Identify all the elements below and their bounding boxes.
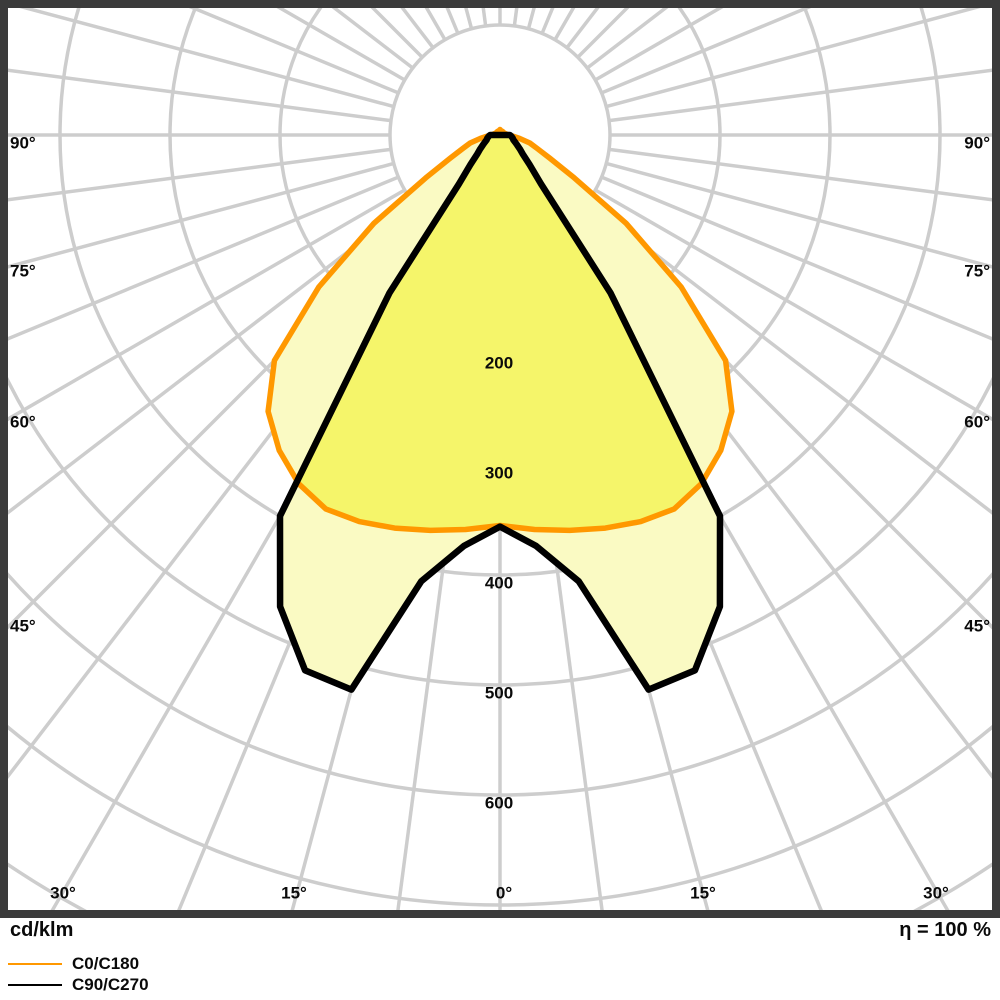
ring-label-500: 500 [485,684,513,703]
angle-label-3-45°: 45° [10,617,36,636]
c0-c180-line-swatch [8,962,62,965]
chart-frame [0,0,1000,918]
angle-label-8-30°: 30° [50,884,76,903]
curve-c90-c270 [276,131,724,693]
legend-label-c0-c180: C0/C180 [72,954,140,973]
polar-photometric-chart: 200 300 400 500 600 90° 75° 60° 45° 90° 75° 60° 45° 3… [0,0,1000,918]
angle-label-0-90°: 90° [10,134,36,153]
ring-label-600: 600 [485,794,513,813]
c90-c270-line-swatch [8,983,62,986]
efficiency-label: η = 100 % [899,919,991,941]
angle-label-2-60°: 60° [10,413,36,432]
angle-labels: 90° 75° 60° 45° 90° 75° 60° 45° 30° 15° 0° 15° 30° [10,134,990,903]
angle-label-4-90°: 90° [964,134,990,153]
curve-fills [268,129,732,690]
legend: C0/C180 C90/C270 [8,953,149,995]
angle-label-7-45°: 45° [964,617,990,636]
curve-c0-c180 [265,126,735,534]
angle-label-1-75°: 75° [10,262,36,281]
ring-label-400: 400 [485,574,513,593]
angle-label-9-15°: 15° [281,884,307,903]
angle-label-10-0°: 0° [496,884,512,903]
ring-label-200: 200 [485,354,513,373]
ring-value-labels: 200 300 400 500 600 [485,354,513,813]
angle-label-12-30°: 30° [923,884,949,903]
angle-label-11-15°: 15° [690,884,716,903]
angle-label-5-75°: 75° [964,262,990,281]
curves [265,126,735,693]
fill-overlap-region [298,135,702,531]
legend-row-c90: C90/C270 [8,974,149,995]
legend-row-c0: C0/C180 [8,953,149,974]
ring-label-300: 300 [485,464,513,483]
angle-label-6-60°: 60° [964,413,990,432]
legend-label-c90-c270: C90/C270 [72,975,149,994]
intensity-unit-label: cd/klm [10,919,74,941]
